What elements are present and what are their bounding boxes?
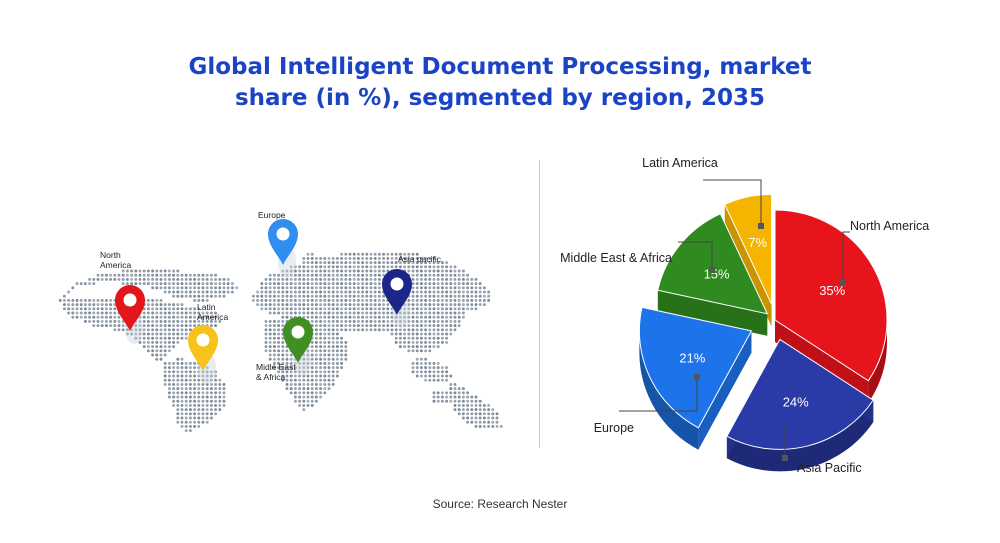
callout-marker	[758, 223, 764, 229]
pie-slice-asia-pacific	[726, 338, 874, 472]
pie-category-label: Middle East & Africa	[560, 251, 672, 265]
pie-slice-top	[726, 338, 874, 450]
map-pin-label: Asia pacific	[398, 254, 442, 264]
pie-data-label: 21%	[679, 351, 705, 366]
map-pin-label: Europe	[258, 210, 286, 220]
map-pin-asia-pacific	[382, 269, 412, 315]
title-line-1: Global Intelligent Document Processing, …	[188, 54, 812, 80]
callout-line	[703, 179, 762, 226]
pie-category-label: North America	[850, 219, 929, 233]
map-pin-label: America	[100, 260, 131, 270]
map-pin-label: Midle East	[256, 362, 296, 372]
pie-slice-latin-america	[724, 193, 773, 327]
map-pin-label: & Africa	[256, 372, 286, 382]
pie-slice-top	[638, 306, 753, 429]
divider	[539, 160, 540, 448]
callout-marker	[709, 267, 715, 273]
map-pin-north-america	[115, 285, 145, 331]
source-note: Source: Research Nester	[432, 497, 568, 511]
pie-slice-middle-east-africa	[657, 213, 769, 336]
map-pin-label: Latin	[197, 302, 216, 312]
pie-data-label: 7%	[748, 235, 767, 250]
map-pin-label: North	[100, 250, 121, 260]
map-dots	[58, 252, 503, 433]
pie-data-label: 15%	[704, 267, 730, 282]
pie-category-label: Europe	[594, 421, 634, 435]
pie-category-label: Latin America	[642, 156, 718, 170]
callout-marker	[782, 455, 788, 461]
pie-slice-europe	[638, 306, 753, 450]
pin-marker-icon	[115, 285, 145, 331]
map-pin-latin-america	[188, 325, 218, 371]
callout-line	[678, 241, 713, 270]
chart-title: Global Intelligent Document Processing, …	[0, 52, 1000, 114]
pin-marker-icon	[283, 317, 313, 363]
callout-line	[842, 231, 850, 282]
pie-slice-north-america	[774, 209, 888, 403]
map-pin-middle-east-africa	[283, 317, 313, 363]
pie-data-label: 35%	[819, 283, 845, 298]
pin-marker-icon	[188, 325, 218, 371]
pin-marker-icon	[268, 219, 298, 265]
callout-line	[619, 377, 698, 412]
pie-slice-top	[774, 209, 888, 382]
pie-data-label: 24%	[783, 394, 809, 409]
pie-category-label: Asia Pacific	[797, 461, 862, 475]
pin-marker-icon	[382, 269, 412, 315]
title-line-2: share (in %), segmented by region, 2035	[234, 85, 766, 111]
map-pin-europe	[268, 219, 298, 265]
callout-marker	[694, 374, 700, 380]
pie-slice-top	[657, 213, 769, 315]
map-pin-label: America	[197, 312, 228, 322]
pie-slice-top	[724, 193, 773, 305]
callout-marker	[840, 279, 846, 285]
